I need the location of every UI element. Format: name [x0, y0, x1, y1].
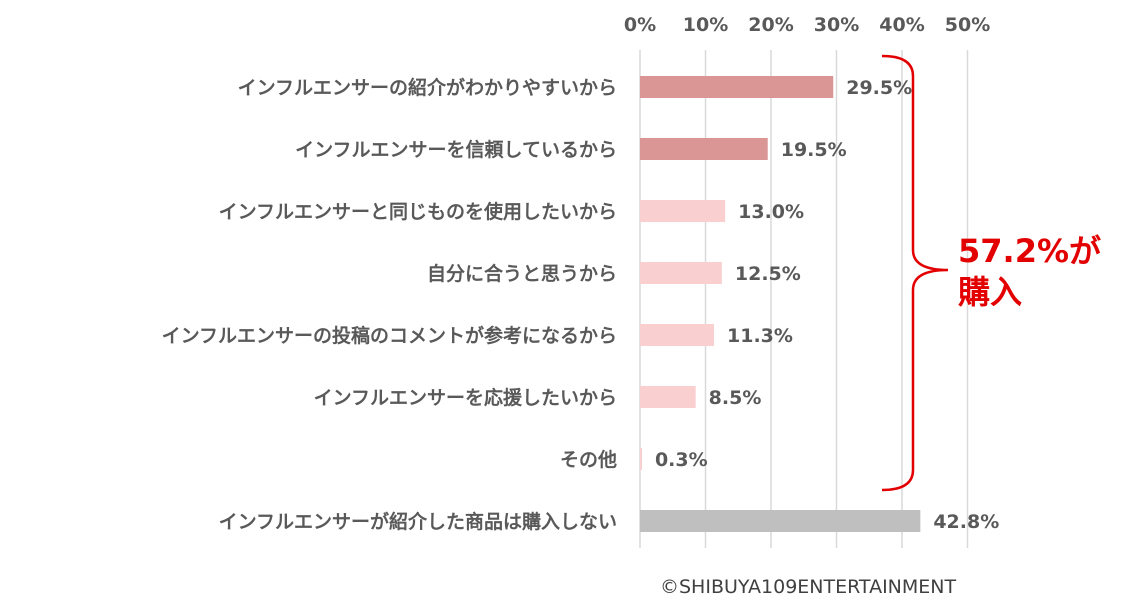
bar	[640, 262, 722, 284]
bar	[640, 200, 726, 222]
category-label: その他	[560, 448, 617, 471]
x-tick-label: 30%	[814, 14, 859, 36]
annotation-text: 購入	[958, 273, 1022, 311]
bar	[640, 386, 696, 408]
data-label: 29.5%	[846, 77, 912, 99]
category-label: インフルエンサーの紹介がわかりやすいから	[238, 76, 617, 99]
data-label: 8.5%	[709, 387, 762, 409]
bar	[640, 76, 834, 98]
data-label: 13.0%	[738, 201, 804, 223]
x-tick-label: 20%	[748, 14, 793, 36]
data-label: 11.3%	[727, 325, 793, 347]
bar	[640, 324, 715, 346]
category-label: インフルエンサーを信頼しているから	[295, 138, 617, 161]
x-tick-label: 10%	[683, 14, 728, 36]
data-label: 42.8%	[933, 511, 999, 533]
bar	[640, 510, 921, 532]
x-tick-label: 40%	[879, 14, 924, 36]
category-label: インフルエンサーの投稿のコメントが参考になるから	[162, 324, 617, 347]
category-label: インフルエンサーが紹介した商品は購入しない	[219, 510, 617, 533]
category-label: 自分に合うと思うから	[427, 262, 617, 285]
data-label: 0.3%	[655, 449, 708, 471]
bracket	[881, 54, 949, 492]
bar	[640, 138, 768, 160]
data-label: 19.5%	[781, 139, 847, 161]
annotation-text: 57.2%が	[958, 232, 1101, 270]
category-label: インフルエンサーと同じものを使用したいから	[219, 201, 617, 223]
data-label: 12.5%	[735, 263, 801, 285]
category-label: インフルエンサーを応援したいから	[314, 386, 617, 409]
bar	[640, 448, 642, 470]
x-tick-label: 50%	[945, 14, 990, 36]
x-tick-label: 0%	[624, 14, 656, 36]
copyright-credit: ©SHIBUYA109ENTERTAINMENT	[660, 576, 957, 598]
